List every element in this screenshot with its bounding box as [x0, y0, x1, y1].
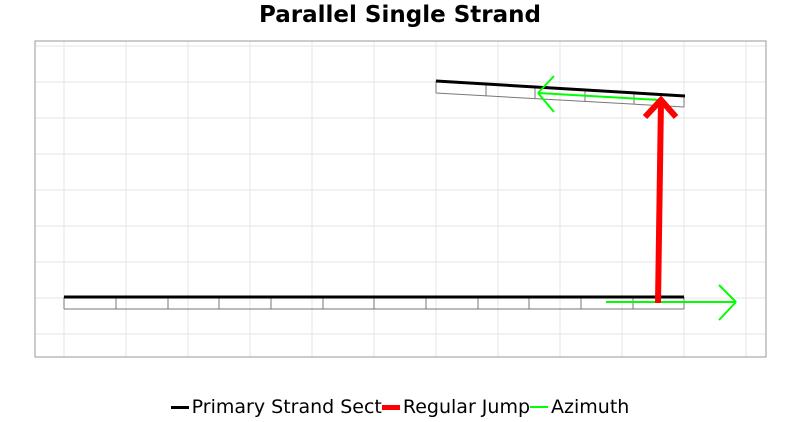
legend-swatch-azimuth — [530, 406, 549, 408]
legend-label-azimuth: Azimuth — [551, 396, 630, 418]
primary-strand-section-upper — [435, 79, 686, 98]
plot-frame — [34, 40, 767, 358]
legend-swatch-jump — [381, 404, 400, 410]
legend-item-strand: Primary Strand Sect — [170, 396, 382, 418]
azimuth-arrow-upper — [537, 75, 661, 113]
upper-strand-bank — [435, 81, 685, 108]
bank-edge — [435, 92, 685, 108]
regular-jump-arrow — [642, 95, 679, 304]
legend-label-jump: Regular Jump — [402, 396, 531, 418]
legend-swatch-strand — [170, 405, 189, 409]
azimuth-arrow-lower — [606, 284, 737, 321]
legend-item-azimuth: Azimuth — [530, 396, 629, 418]
legend-label-strand: Primary Strand Sect — [191, 396, 382, 418]
legend-item-jump: Regular Jump — [381, 396, 531, 418]
diagram-title: Parallel Single Strand — [259, 2, 541, 28]
grid — [35, 41, 766, 357]
lower-strand-bank — [63, 297, 685, 310]
legend: Primary Strand Sect Regular Jump Azimuth — [0, 394, 800, 420]
